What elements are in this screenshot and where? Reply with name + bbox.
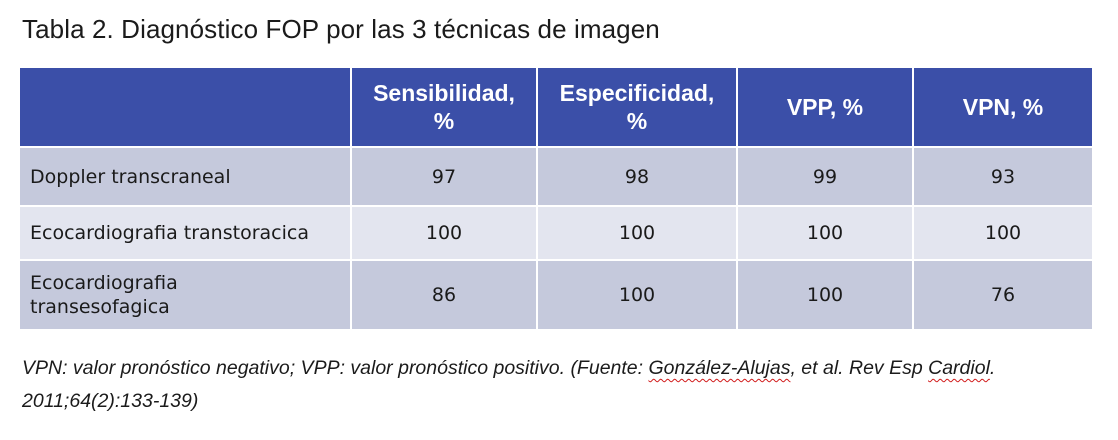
cell-vpp: 100 bbox=[738, 207, 914, 261]
header-label: % bbox=[626, 108, 648, 134]
row-label-text: Ecocardiografia bbox=[30, 272, 178, 294]
row-label-text: Doppler transcraneal bbox=[30, 165, 231, 188]
row-label: Ecocardiografia transesofagica bbox=[20, 261, 352, 331]
table-caption: VPN: valor pronóstico negativo; VPP: val… bbox=[22, 352, 1107, 418]
cell-vpp: 100 bbox=[738, 261, 914, 331]
cell-sensibilidad: 86 bbox=[352, 261, 538, 331]
cell-especificidad: 100 bbox=[538, 207, 738, 261]
row-label-text: transesofagica bbox=[30, 296, 170, 318]
cell-sensibilidad: 97 bbox=[352, 148, 538, 207]
row-label: Doppler transcraneal bbox=[20, 148, 352, 207]
caption-journal: Cardiol bbox=[928, 357, 990, 379]
header-label: VPP, % bbox=[786, 94, 864, 120]
table-row: Ecocardiografia transesofagica 86 100 10… bbox=[20, 261, 1092, 331]
header-row: Sensibilidad, % Especificidad, % VPP, % … bbox=[20, 68, 1092, 148]
header-cell-sensibilidad: Sensibilidad, % bbox=[352, 68, 538, 148]
caption-text: , et al. Rev Esp bbox=[790, 357, 929, 379]
header-label: Sensibilidad, bbox=[373, 80, 515, 106]
header-cell-vpn: VPN, % bbox=[914, 68, 1092, 148]
header-cell-empty bbox=[20, 68, 352, 148]
caption-text: . 2011;64(2):133-139) bbox=[22, 357, 996, 412]
header-label: VPN, % bbox=[962, 94, 1044, 120]
table-row: Ecocardiografia transtoracica 100 100 10… bbox=[20, 207, 1092, 261]
cell-vpn: 76 bbox=[914, 261, 1092, 331]
header-label: Especificidad, bbox=[559, 80, 715, 106]
cell-vpp: 99 bbox=[738, 148, 914, 207]
cell-especificidad: 100 bbox=[538, 261, 738, 331]
table-row: Doppler transcraneal 97 98 99 93 bbox=[20, 148, 1092, 207]
cell-especificidad: 98 bbox=[538, 148, 738, 207]
caption-author: González-Alujas bbox=[648, 357, 791, 379]
cell-vpn: 100 bbox=[914, 207, 1092, 261]
header-label: % bbox=[433, 108, 455, 134]
row-label-text: Ecocardiografia transtoracica bbox=[30, 222, 309, 244]
cell-sensibilidad: 100 bbox=[352, 207, 538, 261]
table-title: Tabla 2. Diagnóstico FOP por las 3 técni… bbox=[22, 14, 660, 44]
row-label: Ecocardiografia transtoracica bbox=[20, 207, 352, 261]
cell-vpn: 93 bbox=[914, 148, 1092, 207]
header-cell-especificidad: Especificidad, % bbox=[538, 68, 738, 148]
caption-text: VPN: valor pronóstico negativo; VPP: val… bbox=[22, 357, 649, 379]
header-cell-vpp: VPP, % bbox=[738, 68, 914, 148]
results-table: Sensibilidad, % Especificidad, % VPP, % … bbox=[20, 68, 1092, 331]
